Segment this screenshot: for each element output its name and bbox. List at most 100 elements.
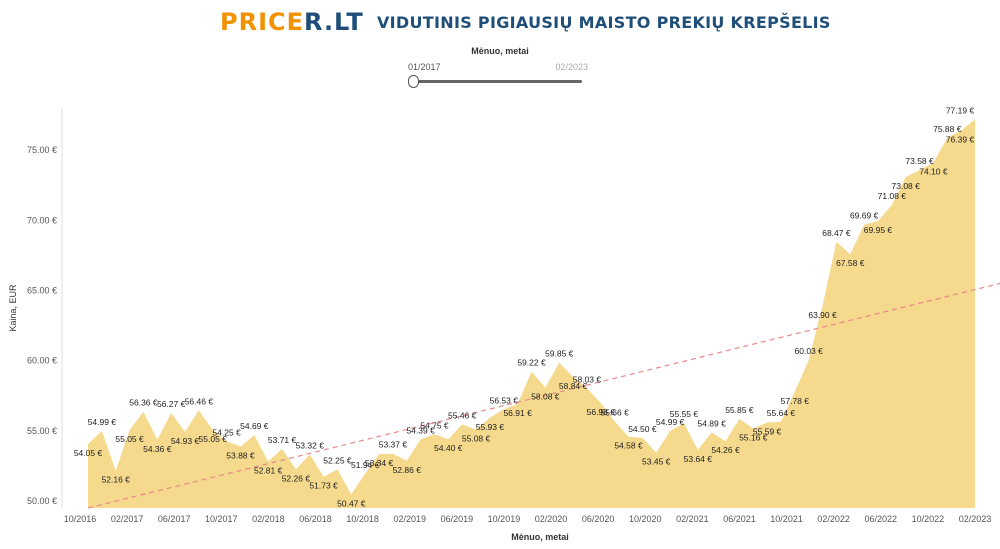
data-label: 51.73 € <box>309 481 338 491</box>
slider-handle[interactable] <box>408 75 419 88</box>
x-tick-label: 06/2021 <box>723 514 756 524</box>
slider-start-label: 01/2017 <box>408 62 441 72</box>
data-label: 75.88 € <box>933 124 962 134</box>
data-label: 55.93 € <box>476 422 505 432</box>
data-label: 67.58 € <box>836 258 865 268</box>
x-tick-label: 02/2022 <box>817 514 850 524</box>
data-label: 52.16 € <box>102 475 131 485</box>
data-label: 53.71 € <box>268 435 297 445</box>
data-label: 54.36 € <box>143 444 172 454</box>
data-label: 53.34 € <box>365 458 394 468</box>
data-label: 55.64 € <box>767 408 796 418</box>
x-tick-label: 10/2017 <box>205 514 238 524</box>
x-tick-label: 10/2016 <box>64 514 97 524</box>
x-tick-label: 10/2020 <box>629 514 662 524</box>
x-tick-label: 10/2018 <box>346 514 379 524</box>
data-label: 50.47 € <box>337 498 366 508</box>
data-label: 53.37 € <box>379 440 408 450</box>
data-label: 76.39 € <box>946 135 975 145</box>
y-axis-title: Kaina, EUR <box>8 284 18 332</box>
data-label: 55.05 € <box>199 434 228 444</box>
data-label: 54.75 € <box>420 420 449 430</box>
x-tick-label: 10/2022 <box>912 514 945 524</box>
y-tick-label: 50.00 € <box>27 496 57 506</box>
slider-end-label: 02/2023 <box>555 62 588 72</box>
x-tick-label: 02/2018 <box>252 514 285 524</box>
data-label: 56.27 € <box>157 399 186 409</box>
data-label: 69.69 € <box>850 211 879 221</box>
data-label: 55.59 € <box>753 427 782 437</box>
slider-track[interactable] <box>412 80 582 83</box>
data-label: 54.58 € <box>614 441 643 451</box>
y-tick-label: 70.00 € <box>27 215 57 225</box>
data-label: 68.47 € <box>822 228 851 238</box>
data-label: 58.03 € <box>573 374 602 384</box>
data-label: 52.25 € <box>323 455 352 465</box>
data-label: 54.89 € <box>697 418 726 428</box>
data-label: 54.69 € <box>240 421 269 431</box>
data-label: 55.66 € <box>600 408 629 418</box>
data-label: 77.19 € <box>946 105 975 115</box>
filter-title: Mėnuo, metai <box>471 46 529 56</box>
data-label: 52.81 € <box>254 466 283 476</box>
data-label: 54.99 € <box>88 417 117 427</box>
data-label: 73.58 € <box>905 156 934 166</box>
data-label: 73.08 € <box>892 181 921 191</box>
data-label: 52.86 € <box>393 465 422 475</box>
logo-part-1: PRICE <box>220 8 305 36</box>
data-label: 55.08 € <box>462 434 491 444</box>
data-label: 63.90 € <box>808 310 837 320</box>
data-label: 54.99 € <box>656 417 685 427</box>
data-label: 56.91 € <box>503 408 532 418</box>
x-tick-label: 02/2020 <box>535 514 568 524</box>
x-tick-label: 02/2023 <box>959 514 992 524</box>
data-label: 55.46 € <box>448 410 477 420</box>
x-tick-label: 06/2020 <box>582 514 615 524</box>
data-label: 74.10 € <box>919 167 948 177</box>
data-label: 58.84 € <box>559 381 588 391</box>
data-label: 54.05 € <box>74 448 103 458</box>
pricer-logo[interactable]: PRICER.LT <box>220 8 364 36</box>
data-label: 53.64 € <box>684 454 713 464</box>
data-label: 57.78 € <box>781 396 810 406</box>
data-label: 55.85 € <box>725 405 754 415</box>
data-label: 55.55 € <box>670 409 699 419</box>
data-label: 59.85 € <box>545 349 574 359</box>
x-axis-title: Mėnuo, metai <box>511 532 569 542</box>
data-label: 56.46 € <box>185 396 214 406</box>
data-label: 53.45 € <box>642 457 671 467</box>
trend-line <box>87 282 1000 509</box>
data-label: 54.39 € <box>406 425 435 435</box>
y-tick-label: 60.00 € <box>27 356 57 366</box>
x-tick-label: 02/2021 <box>676 514 709 524</box>
data-label: 58.08 € <box>531 392 560 402</box>
data-label: 59.22 € <box>517 358 546 368</box>
y-tick-label: 65.00 € <box>27 285 57 295</box>
data-label: 53.88 € <box>226 451 255 461</box>
page-title: VIDUTINIS PIGIAUSIŲ MAISTO PREKIŲ KREPŠE… <box>377 13 831 32</box>
date-range-slider[interactable]: 01/2017 02/2023 <box>408 62 588 88</box>
data-label: 56.53 € <box>490 395 519 405</box>
x-tick-label: 10/2019 <box>488 514 521 524</box>
data-label: 51.94 € <box>351 460 380 470</box>
data-label: 55.16 € <box>739 433 768 443</box>
data-label: 56.36 € <box>129 398 158 408</box>
data-label: 69.95 € <box>864 225 893 235</box>
data-label: 54.50 € <box>628 424 657 434</box>
x-tick-label: 02/2017 <box>111 514 144 524</box>
data-label: 60.03 € <box>795 346 824 356</box>
header: PRICER.LT VIDUTINIS PIGIAUSIŲ MAISTO PRE… <box>0 8 1000 38</box>
x-tick-label: 06/2017 <box>158 514 191 524</box>
y-tick-label: 55.00 € <box>27 426 57 436</box>
x-tick-label: 10/2021 <box>770 514 803 524</box>
data-label: 71.08 € <box>878 191 907 201</box>
data-label: 52.26 € <box>282 473 311 483</box>
data-label: 54.25 € <box>212 427 241 437</box>
y-tick-label: 75.00 € <box>27 145 57 155</box>
x-tick-label: 06/2019 <box>441 514 474 524</box>
data-label: 54.40 € <box>434 443 463 453</box>
data-label: 54.26 € <box>711 445 740 455</box>
x-tick-label: 06/2018 <box>299 514 332 524</box>
data-label: 55.05 € <box>115 434 144 444</box>
